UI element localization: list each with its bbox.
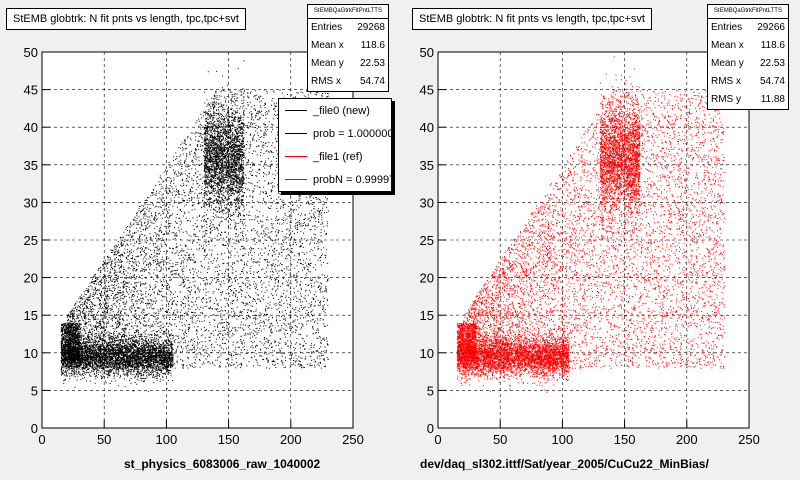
scatter-points bbox=[456, 56, 726, 393]
stats-row: Mean y 22.53 bbox=[711, 58, 785, 69]
plot-left-title: StEMB globtrk: N fit pnts vs length, tpc… bbox=[6, 8, 246, 30]
stats-row: Mean x 118.6 bbox=[711, 40, 785, 51]
x-tick-label: 150 bbox=[614, 432, 636, 447]
y-tick-label: 25 bbox=[420, 233, 434, 248]
plot-right-title: StEMB globtrk: N fit pnts vs length, tpc… bbox=[412, 8, 652, 30]
y-tick-label: 30 bbox=[24, 195, 38, 210]
plot-right-x-label: dev/daq_sl302.ittf/Sat/year_2005/CuCu22_… bbox=[420, 457, 709, 471]
stats-row: RMS x 54.74 bbox=[311, 76, 385, 87]
stats-row: Entries 29268 bbox=[311, 22, 385, 33]
x-tick-label: 250 bbox=[342, 432, 364, 447]
stats-name: StEMBQaGtrkFitPntLTTS bbox=[708, 5, 788, 19]
x-tick-label: 0 bbox=[434, 432, 441, 447]
x-tick-label: 200 bbox=[280, 432, 302, 447]
legend-entry: probN = 0.999974 bbox=[279, 168, 391, 191]
stats-row: RMS y 11.88 bbox=[711, 94, 785, 105]
y-tick-label: 45 bbox=[420, 83, 434, 98]
legend-swatch bbox=[285, 179, 307, 180]
scatter-points bbox=[60, 60, 329, 392]
plot-right: 0 50 100 150 200 250 0 5 10 15 20 25 30 35 40 45 50 bbox=[420, 45, 760, 447]
legend-swatch bbox=[285, 156, 307, 157]
plot-right-stats-box: StEMBQaGtrkFitPntLTTS Entries 29266 Mean … bbox=[707, 4, 789, 110]
y-tick-label: 20 bbox=[420, 271, 434, 286]
plot-left-x-label: st_physics_6083006_raw_1040002 bbox=[124, 457, 321, 471]
x-tick-label: 100 bbox=[552, 432, 574, 447]
plot-left-stats-box: StEMBQaGtrkFitPntLTTS Entries 29268 Mean … bbox=[307, 4, 389, 92]
y-tick-label: 0 bbox=[31, 421, 38, 436]
y-tick-label: 10 bbox=[420, 346, 434, 361]
y-tick-label: 0 bbox=[427, 421, 434, 436]
legend-swatch bbox=[285, 133, 307, 134]
x-tick-label: 50 bbox=[97, 432, 111, 447]
legend-entry: _file1 (ref) bbox=[279, 145, 391, 168]
x-tick-label: 150 bbox=[218, 432, 240, 447]
y-tick-label: 45 bbox=[24, 83, 38, 98]
y-tick-label: 40 bbox=[420, 120, 434, 135]
legend-entry: _file0 (new) bbox=[279, 99, 391, 122]
y-tick-label: 50 bbox=[24, 45, 38, 60]
x-tick-label: 250 bbox=[738, 432, 760, 447]
legend-entry: prob = 1.000000 bbox=[279, 122, 391, 145]
y-tick-label: 25 bbox=[24, 233, 38, 248]
plot-left-legend: _file0 (new) prob = 1.000000 _file1 (ref… bbox=[278, 98, 392, 192]
x-tick-label: 200 bbox=[676, 432, 698, 447]
y-tick-label: 50 bbox=[420, 45, 434, 60]
y-tick-label: 15 bbox=[420, 308, 434, 323]
x-tick-label: 50 bbox=[493, 432, 507, 447]
y-tick-label: 30 bbox=[420, 195, 434, 210]
y-tick-label: 35 bbox=[24, 158, 38, 173]
y-tick-label: 5 bbox=[427, 383, 434, 398]
stats-row: Mean y 22.53 bbox=[311, 58, 385, 69]
y-tick-label: 5 bbox=[31, 383, 38, 398]
y-tick-label: 20 bbox=[24, 271, 38, 286]
stats-row: Entries 29266 bbox=[711, 22, 785, 33]
y-tick-label: 40 bbox=[24, 120, 38, 135]
stats-row: RMS x 54.74 bbox=[711, 76, 785, 87]
y-tick-label: 15 bbox=[24, 308, 38, 323]
x-tick-label: 0 bbox=[38, 432, 45, 447]
stats-name: StEMBQaGtrkFitPntLTTS bbox=[308, 5, 388, 19]
legend-swatch bbox=[285, 110, 307, 111]
stats-row: Mean x 118.6 bbox=[311, 40, 385, 51]
x-tick-label: 100 bbox=[156, 432, 178, 447]
y-tick-label: 35 bbox=[420, 158, 434, 173]
y-tick-label: 10 bbox=[24, 346, 38, 361]
